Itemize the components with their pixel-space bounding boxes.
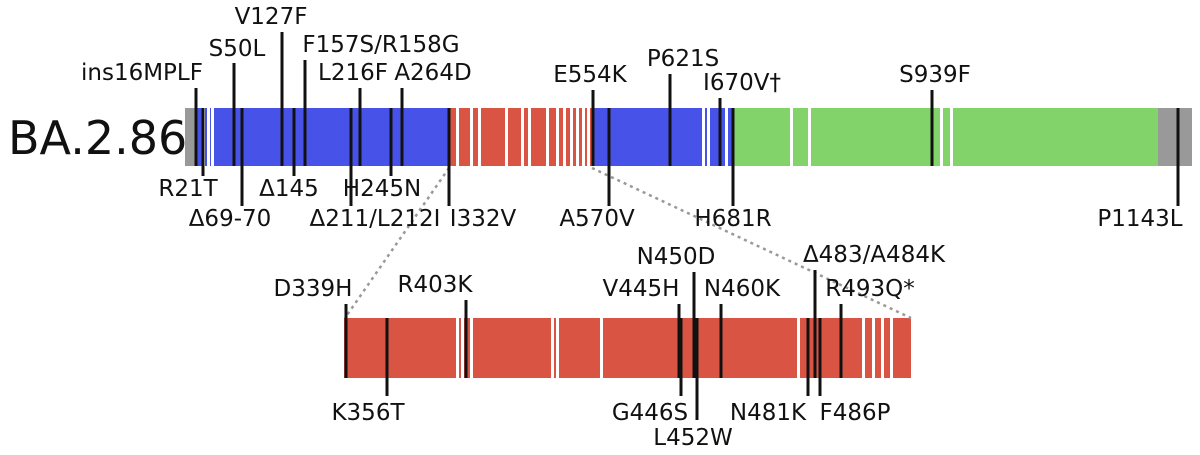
- stripe: [556, 318, 559, 378]
- spike-bar: [185, 108, 1192, 166]
- mutation-label: V127F: [235, 4, 308, 30]
- stripe: [570, 108, 573, 166]
- stripe: [950, 108, 953, 166]
- stripe: [456, 318, 459, 378]
- stripe: [808, 108, 811, 166]
- stripes: [202, 108, 953, 166]
- zoom-line: [343, 167, 451, 319]
- stripe: [881, 318, 884, 378]
- rbd-bar: [344, 318, 911, 378]
- mutation-label: I670V†: [703, 70, 781, 96]
- segment: [185, 108, 197, 166]
- mutation-label: L216F: [318, 60, 388, 86]
- stripe: [725, 108, 728, 166]
- mutation-label: S939F: [899, 62, 971, 88]
- stripe: [456, 108, 459, 166]
- zoom-line: [591, 166, 912, 320]
- segment: [733, 108, 1158, 166]
- segment: [1158, 108, 1192, 166]
- mutation-label: R493Q*: [825, 276, 914, 302]
- mutation-label: H681R: [694, 206, 771, 232]
- variant-name: BA.2.86: [8, 111, 187, 165]
- stripe: [470, 318, 473, 378]
- stripe: [790, 108, 793, 166]
- stripe: [461, 318, 464, 378]
- mutation-label: F157S/R158G: [302, 32, 459, 58]
- mutation-label: R403K: [398, 272, 474, 298]
- mutation-label: V445H: [603, 276, 680, 302]
- stripe: [556, 108, 559, 166]
- mutation-label: Δ145: [259, 176, 319, 202]
- mutation-label: Δ483/A484K: [803, 242, 946, 268]
- stripe: [551, 318, 554, 378]
- stripe: [587, 108, 590, 166]
- mutation-label: E554K: [553, 62, 627, 88]
- mutation-label: D339H: [274, 276, 353, 302]
- stripe: [470, 108, 473, 166]
- stripe: [707, 108, 710, 166]
- mutation-label: N450D: [637, 244, 716, 270]
- mutation-label: G446S: [612, 400, 688, 426]
- mutation-label: H245N: [343, 176, 421, 202]
- mutation-label: P621S: [647, 46, 719, 72]
- mutation-label: F486P: [820, 400, 891, 426]
- stripe: [546, 108, 549, 166]
- mutation-label: I332V: [450, 206, 517, 232]
- mutation-label: L452W: [653, 425, 732, 451]
- mutation-label: A570V: [559, 206, 635, 232]
- stripe: [478, 108, 481, 166]
- stripe: [521, 108, 524, 166]
- stripe: [505, 108, 508, 166]
- mutation-label: P1143L: [1097, 206, 1182, 232]
- stripe: [702, 108, 705, 166]
- mutation-label: N460K: [704, 276, 781, 302]
- stripe: [563, 108, 566, 166]
- mutation-label: Δ69-70: [189, 206, 272, 232]
- mutation-label: N481K: [730, 400, 807, 426]
- stripe: [862, 318, 865, 378]
- mutation-label: S50L: [209, 36, 266, 62]
- mutation-label: A264D: [394, 60, 471, 86]
- stripes: [456, 318, 893, 378]
- stripe: [207, 108, 210, 166]
- stripe: [890, 318, 893, 378]
- stripe: [600, 318, 603, 378]
- stripe: [940, 108, 943, 166]
- mutation-label: ins16MPLF: [81, 60, 203, 86]
- stripe: [576, 108, 579, 166]
- stripe: [211, 108, 214, 166]
- mutation-label: K356T: [331, 400, 405, 426]
- mutation-label: Δ211/L212I: [310, 206, 441, 232]
- segment: [197, 108, 450, 166]
- stripe: [872, 318, 875, 378]
- stripe: [797, 318, 800, 378]
- stripe: [582, 108, 585, 166]
- stripe: [528, 108, 531, 166]
- mutation-label: R21T: [158, 176, 218, 202]
- segment: [592, 108, 733, 166]
